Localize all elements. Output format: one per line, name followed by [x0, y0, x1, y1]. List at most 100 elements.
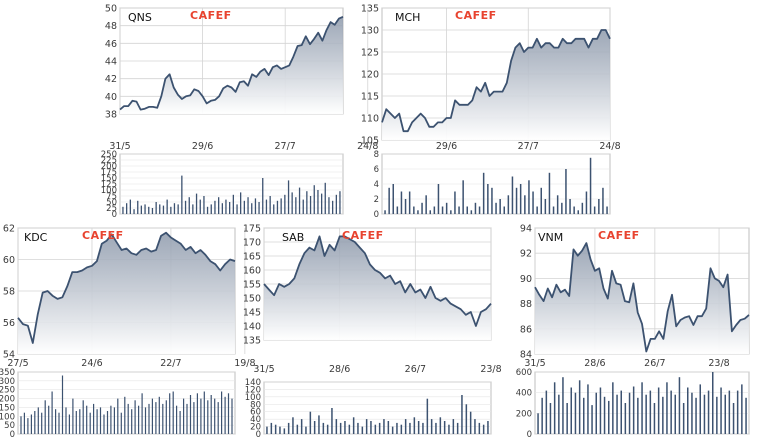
price-tick-label: 175	[243, 224, 261, 235]
volume-bar	[413, 206, 415, 214]
volume-bar	[134, 400, 136, 434]
volume-bar	[536, 206, 538, 214]
volume-bar	[221, 391, 223, 434]
cafef-logo: CAFEF	[455, 9, 497, 22]
volume-bar	[295, 197, 297, 214]
volume-bar	[224, 396, 226, 434]
volume-bar	[48, 405, 50, 434]
volume-tick-label: 250	[101, 150, 117, 160]
volume-bar	[270, 422, 273, 434]
volume-bar	[443, 421, 446, 434]
volume-bar	[616, 394, 618, 434]
volume-bar	[589, 157, 592, 215]
volume-bar	[335, 194, 337, 214]
volume-bar	[339, 422, 342, 434]
price-tick-label: 54	[3, 350, 15, 361]
volume-tick-label: 50	[4, 421, 15, 431]
volume-bar	[27, 418, 29, 434]
volume-bar	[396, 206, 399, 214]
volume-bar	[247, 197, 249, 214]
volume-bar	[240, 192, 242, 214]
volume-bar	[574, 392, 577, 434]
volume-bar	[519, 184, 522, 214]
volume-bar	[131, 409, 133, 434]
price-line	[534, 242, 750, 353]
cafef-logo: CAFEF	[82, 229, 124, 242]
volume-tick-label: 0	[374, 210, 379, 220]
price-tick-label: 165	[243, 252, 261, 263]
volume-bar	[482, 424, 485, 434]
date-tick-label: 27/7	[275, 141, 296, 152]
volume-bar	[296, 424, 299, 434]
volume-bar	[581, 202, 584, 215]
volume-bar	[548, 172, 551, 215]
volume-bar	[89, 412, 91, 434]
volume-bar	[318, 415, 320, 434]
volume-bar	[357, 422, 359, 434]
price-tick-label: 155	[243, 280, 261, 291]
volume-tick-label: 2	[374, 195, 379, 205]
volume-bar	[365, 419, 368, 434]
volume-bar	[487, 184, 489, 214]
volume-bar	[549, 403, 552, 434]
volume-bar	[687, 387, 689, 434]
volume-bar	[317, 190, 319, 214]
volume-bar	[598, 199, 600, 214]
volume-bar	[292, 417, 294, 434]
date-tick-label: 19/8	[234, 358, 255, 369]
volume-bar	[474, 419, 476, 434]
volume-bar	[465, 404, 468, 434]
date-tick-label: 24/8	[357, 141, 378, 152]
volume-bar	[231, 398, 233, 434]
volume-tick-label: 100	[101, 186, 117, 196]
volume-bar	[162, 205, 165, 214]
date-tick-label: 29/6	[436, 141, 457, 152]
price-tick-label: 130	[361, 26, 379, 37]
volume-bar	[217, 402, 219, 434]
volume-bar	[207, 400, 209, 434]
volume-bar	[682, 403, 685, 434]
volume-bar	[608, 400, 610, 434]
volume-bar	[138, 405, 140, 434]
volume-bar	[335, 419, 338, 434]
volume-bar	[34, 411, 36, 434]
price-tick-label: 60	[3, 255, 15, 266]
volume-bar	[716, 396, 718, 434]
volume-bar	[670, 390, 672, 434]
volume-bar	[724, 394, 726, 434]
date-tick-label: 23/8	[480, 364, 501, 375]
volume-bar	[203, 391, 205, 434]
volume-bar	[309, 196, 312, 214]
volume-tick-label: 250	[0, 386, 15, 396]
volume-bar	[99, 407, 102, 434]
volume-bar	[144, 407, 147, 434]
volume-bar	[556, 195, 559, 215]
volume-bar	[328, 197, 330, 214]
volume-bar	[585, 191, 588, 214]
volume-bar	[280, 198, 282, 214]
volume-tick-label: 25	[106, 204, 117, 214]
volume-bar	[151, 398, 153, 434]
price-tick-label: 42	[105, 74, 117, 85]
volume-bar	[421, 202, 423, 215]
volume-bar	[383, 419, 385, 434]
volume-bar	[236, 204, 238, 214]
volume-bar	[133, 209, 135, 214]
volume-bar	[23, 412, 25, 434]
volume-bar	[41, 412, 43, 434]
volume-bar	[326, 424, 329, 434]
volume-bar	[478, 422, 481, 434]
volume-bar	[553, 382, 556, 434]
volume-bar	[227, 393, 230, 434]
volume-tick-label: 120	[245, 385, 261, 395]
date-tick-label: 24/6	[81, 358, 102, 369]
volume-bar	[732, 403, 735, 434]
stock-symbol: SAB	[282, 231, 304, 244]
volume-bar	[562, 377, 564, 434]
volume-bar	[361, 426, 364, 434]
volume-bar	[461, 395, 463, 434]
volume-bar	[409, 422, 411, 434]
volume-bar	[458, 206, 460, 214]
volume-tick-label: 400	[516, 389, 532, 399]
price-area-fill	[264, 236, 491, 340]
